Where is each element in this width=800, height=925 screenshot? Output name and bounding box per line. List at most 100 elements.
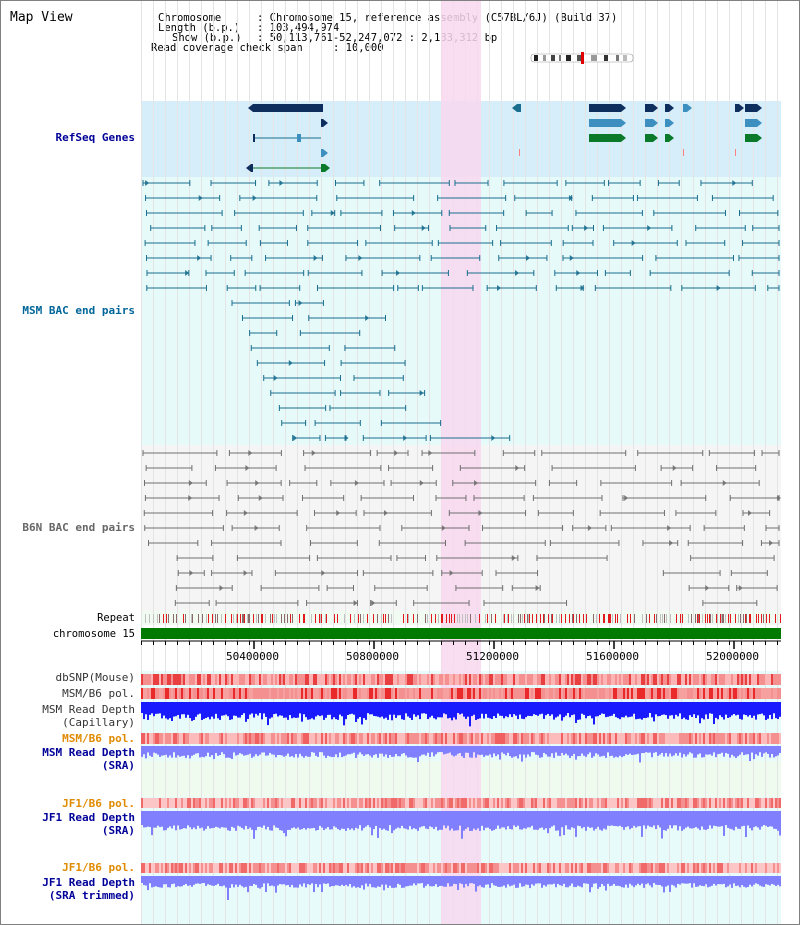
jf1-depth-sra-bar [271, 811, 273, 831]
jf1-depth-sra-bar [321, 811, 323, 828]
msm-depth-sra-bar [439, 746, 441, 753]
dbsnp-heat [723, 674, 725, 685]
jf1-depth-sra-bar [393, 811, 395, 831]
msm-depth-sra-bar [245, 746, 247, 756]
jf1-b6-pol-heat [599, 798, 601, 808]
jf1-b6-pol-trim-heat [187, 863, 189, 873]
refseq-gene [251, 164, 253, 172]
msm-b6-pol-heat [175, 688, 177, 699]
msm-b6-pol-sra-heat [639, 733, 641, 744]
msm-b6-pol-heat [473, 688, 475, 699]
msm-b6-pol-sra-heat [621, 733, 623, 744]
jf1-b6-pol-heat [667, 798, 669, 808]
msm-b6-pol-sra-heat [609, 733, 611, 744]
jf1-depth-trim-bar [709, 876, 711, 887]
jf1-depth-sra-bar [765, 811, 767, 826]
msm-b6-pol-heat [193, 688, 195, 699]
jf1-depth-sra-bar [345, 811, 347, 831]
jf1-depth-trim-bar [511, 876, 513, 886]
jf1-depth-trim-bar [581, 876, 583, 888]
jf1-b6-pol-heat [679, 798, 681, 808]
msm-b6-pol-heat [721, 688, 723, 699]
jf1-b6-pol-heat [771, 798, 773, 808]
jf1-depth-trim-bar [753, 876, 755, 885]
jf1-b6-pol-heat [557, 798, 559, 808]
msm-b6-pol-sra-heat [237, 733, 239, 744]
jf1-depth-sra-bar [489, 811, 491, 830]
jf1-depth-sra-bar [263, 811, 265, 826]
jf1-depth-sra-bar [705, 811, 707, 831]
pair-arrow [716, 285, 721, 291]
repeat-mark [334, 614, 335, 623]
jf1-depth-trim-bar [363, 876, 365, 890]
jf1-b6-pol-heat [711, 798, 713, 808]
jf1-depth-sra-bar [463, 811, 465, 831]
jf1-depth-trim-bar [207, 876, 209, 885]
msm-b6-pol-sra-heat [319, 733, 321, 744]
jf1-depth-sra-bar [361, 811, 363, 831]
jf1-depth-trim-bar [507, 876, 509, 885]
jf1-b6-pol-heat [169, 798, 171, 808]
dbsnp-heat [337, 674, 339, 685]
msm-depth-sra-bar [313, 746, 315, 753]
repeat-mark [709, 614, 710, 623]
msm-b6-pol-heat [387, 688, 389, 699]
refseq-gene-features[interactable] [246, 104, 762, 172]
repeat-mark [413, 614, 414, 623]
jf1-b6-pol-trim-heat [419, 863, 421, 873]
msm-b6-pol-sra-heat [231, 733, 233, 744]
dbsnp-heat [265, 674, 267, 685]
msm-bac-end-pairs[interactable] [142, 180, 780, 441]
jf1-b6-pol-trim-heat [413, 863, 415, 873]
msm-depth-sra-bar [713, 746, 715, 753]
msm-b6-pol-sra-heat [233, 733, 235, 744]
repeat-mark [258, 614, 259, 623]
jf1-b6-pol-trim-heat [141, 863, 143, 873]
msm-b6-pol-heat [163, 688, 165, 699]
label-b6n-bac-end-pairs[interactable]: B6N BAC end pairs [22, 521, 135, 534]
msm-depth-sra-bar [407, 746, 409, 758]
jf1-b6-pol-trim-heat [777, 863, 779, 873]
msm-depth-sra-bar [425, 746, 427, 756]
msm-b6-pol-heat [295, 688, 297, 699]
dbsnp-heat [657, 674, 659, 685]
jf1-depth-sra-bar [423, 811, 425, 827]
msm-b6-pol-heat [599, 688, 601, 699]
msm-b6-pol-heat [707, 688, 709, 699]
jf1-depth-sra-bar [737, 811, 739, 829]
dbsnp-heat [321, 674, 323, 685]
dbsnp-heat [523, 674, 525, 685]
repeat-mark [381, 614, 382, 623]
msm-depth-capillary-bar [667, 702, 669, 719]
jf1-b6-pol-trim-heat [613, 863, 615, 873]
msm-depth-capillary-bar [171, 702, 173, 722]
msm-depth-capillary-bar [349, 702, 351, 715]
label-refseq-genes[interactable]: RefSeq Genes [55, 131, 135, 144]
jf1-b6-pol-trim-heat [263, 863, 265, 873]
msm-depth-sra-bar [145, 746, 147, 759]
b6n-bac-end-pairs[interactable] [142, 450, 781, 606]
msm-b6-pol-heat [223, 688, 225, 699]
msm-b6-pol-heat [415, 688, 417, 699]
msm-b6-pol-heat [495, 688, 497, 699]
msm-depth-capillary-bar [415, 702, 417, 717]
dbsnp-heat [719, 674, 721, 685]
jf1-b6-pol-trim-heat [529, 863, 531, 873]
label-msm-bac-end-pairs[interactable]: MSM BAC end pairs [22, 304, 135, 317]
msm-depth-sra-bar [157, 746, 159, 755]
msm-depth-sra-bar [503, 746, 505, 754]
jf1-depth-sra-bar [607, 811, 609, 826]
msm-depth-sra-bar [437, 746, 439, 753]
msm-depth-sra-bar [611, 746, 613, 756]
jf1-depth-trim-bar [693, 876, 695, 884]
msm-b6-pol-heat [715, 688, 717, 699]
msm-depth-sra-bar [373, 746, 375, 756]
msm-depth-capillary-bar [401, 702, 403, 720]
jf1-depth-trim-bar [523, 876, 525, 887]
refseq-gene [745, 134, 757, 142]
jf1-depth-sra-bar [549, 811, 551, 829]
chromosome-ideogram[interactable] [530, 52, 634, 64]
refseq-gene [589, 134, 621, 142]
msm-depth-capillary-bar [381, 702, 383, 717]
